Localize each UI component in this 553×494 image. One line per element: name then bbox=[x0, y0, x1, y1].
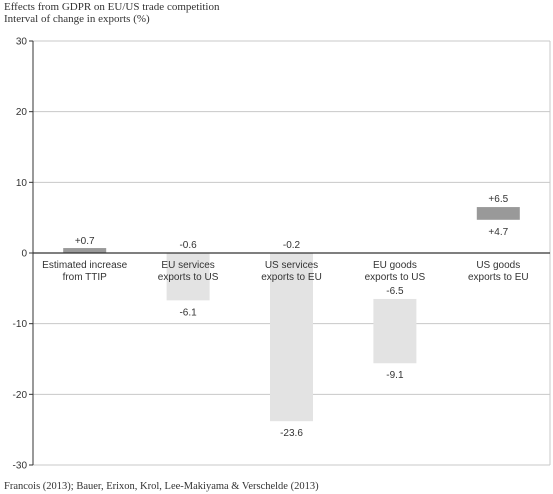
y-tick-label: -20 bbox=[13, 390, 28, 401]
category-label: exports to US bbox=[365, 272, 426, 283]
source-note: Francois (2013); Bauer, Erixon, Krol, Le… bbox=[4, 481, 319, 492]
chart-title: Effects from GDPR on EU/US trade competi… bbox=[4, 1, 220, 13]
category-label: EU services bbox=[161, 260, 214, 271]
category-label: EU goods bbox=[373, 260, 417, 271]
data-label-high: +6.5 bbox=[488, 194, 508, 205]
range-bar bbox=[476, 207, 520, 220]
bars bbox=[63, 207, 520, 422]
data-label-low: -23.6 bbox=[280, 428, 303, 439]
data-label-low: +4.7 bbox=[488, 227, 508, 238]
range-bar bbox=[373, 298, 417, 364]
data-label-low: -9.1 bbox=[386, 370, 404, 381]
category-label: Estimated increase bbox=[42, 260, 127, 271]
axes: -30 -20 -10 0 10 20 30 bbox=[13, 37, 550, 472]
y-tick-label: -30 bbox=[13, 461, 28, 472]
category-label: exports to EU bbox=[261, 272, 322, 283]
y-tick-label: -10 bbox=[13, 319, 28, 330]
category-label: from TTIP bbox=[63, 272, 108, 283]
chart-subtitle: Interval of change in exports (%) bbox=[4, 13, 150, 25]
gridlines bbox=[33, 40, 551, 466]
y-tick-label: 30 bbox=[16, 37, 28, 48]
y-tick-label: 20 bbox=[16, 107, 28, 118]
data-label-high: -6.5 bbox=[386, 286, 404, 297]
y-tick-label: 0 bbox=[21, 249, 27, 260]
y-tick-label: 10 bbox=[16, 178, 28, 189]
range-bar bbox=[270, 253, 313, 422]
range-bar bbox=[166, 253, 210, 301]
category-label: US services bbox=[265, 260, 318, 271]
data-label-high: -0.2 bbox=[283, 240, 301, 251]
category-label: exports to EU bbox=[468, 272, 529, 283]
data-label-low: -6.1 bbox=[179, 307, 197, 318]
category-label: exports to US bbox=[158, 272, 219, 283]
range-bar bbox=[63, 248, 107, 253]
data-label: +0.7 bbox=[75, 236, 95, 247]
data-label-high: -0.6 bbox=[179, 240, 197, 251]
category-label: US goods bbox=[476, 260, 520, 271]
